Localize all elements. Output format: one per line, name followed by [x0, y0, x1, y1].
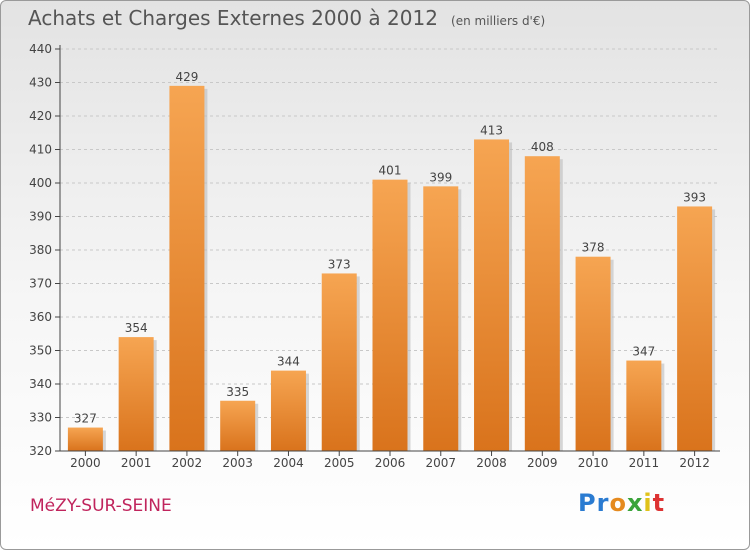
bar — [677, 206, 713, 451]
x-tick-label: 2005 — [324, 456, 355, 470]
proxiti-logo: Proxit — [578, 489, 666, 517]
y-tick-label: 430 — [29, 76, 52, 90]
bar — [321, 273, 357, 451]
bar — [270, 370, 306, 451]
x-tick-label: 2004 — [273, 456, 304, 470]
y-tick-label: 400 — [29, 176, 52, 190]
y-tick-label: 370 — [29, 277, 52, 291]
y-tick-label: 350 — [29, 344, 52, 358]
bar-value-label: 378 — [582, 241, 605, 255]
y-tick-label: 410 — [29, 143, 52, 157]
bar-value-label: 393 — [683, 190, 706, 204]
y-tick-label: 360 — [29, 310, 52, 324]
y-tick-label: 440 — [29, 42, 52, 56]
chart-title: Achats et Charges Externes 2000 à 2012 — [28, 6, 438, 30]
x-tick-label: 2001 — [121, 456, 152, 470]
bar — [220, 400, 256, 451]
bar-value-label: 413 — [480, 123, 503, 137]
x-tick-label: 2007 — [425, 456, 456, 470]
bar-value-label: 373 — [328, 257, 351, 271]
chart-header: Achats et Charges Externes 2000 à 2012 (… — [28, 6, 545, 30]
x-tick-label: 2002 — [172, 456, 203, 470]
x-tick-label: 2003 — [222, 456, 253, 470]
x-tick-label: 2006 — [375, 456, 406, 470]
bar-value-label: 354 — [125, 321, 148, 335]
x-tick-label: 2010 — [578, 456, 609, 470]
bar — [524, 156, 560, 451]
bar-value-label: 399 — [429, 170, 452, 184]
bar — [575, 256, 611, 451]
bar — [474, 139, 510, 451]
bar-value-label: 401 — [379, 164, 402, 178]
bar — [626, 360, 662, 451]
bar — [67, 427, 103, 451]
bar — [169, 85, 205, 451]
x-tick-label: 2008 — [476, 456, 507, 470]
bar-value-label: 327 — [74, 412, 97, 426]
chart-subtitle: (en milliers d'€) — [451, 14, 546, 28]
y-tick-label: 420 — [29, 109, 52, 123]
city-name: MéZY-SUR-SEINE — [30, 496, 172, 516]
bar-value-label: 408 — [531, 140, 554, 154]
bar — [118, 337, 154, 451]
x-tick-label: 2011 — [629, 456, 660, 470]
bar-value-label: 429 — [175, 70, 198, 84]
x-tick-label: 2012 — [679, 456, 710, 470]
y-tick-label: 380 — [29, 243, 52, 257]
bar — [423, 186, 459, 451]
y-tick-label: 330 — [29, 411, 52, 425]
x-tick-label: 2000 — [70, 456, 101, 470]
bar-value-label: 344 — [277, 355, 300, 369]
x-tick-label: 2009 — [527, 456, 558, 470]
y-tick-label: 340 — [29, 377, 52, 391]
y-tick-label: 320 — [29, 444, 52, 458]
bar-value-label: 335 — [226, 385, 249, 399]
bar — [372, 179, 408, 451]
bar-value-label: 347 — [632, 345, 655, 359]
y-tick-label: 390 — [29, 210, 52, 224]
